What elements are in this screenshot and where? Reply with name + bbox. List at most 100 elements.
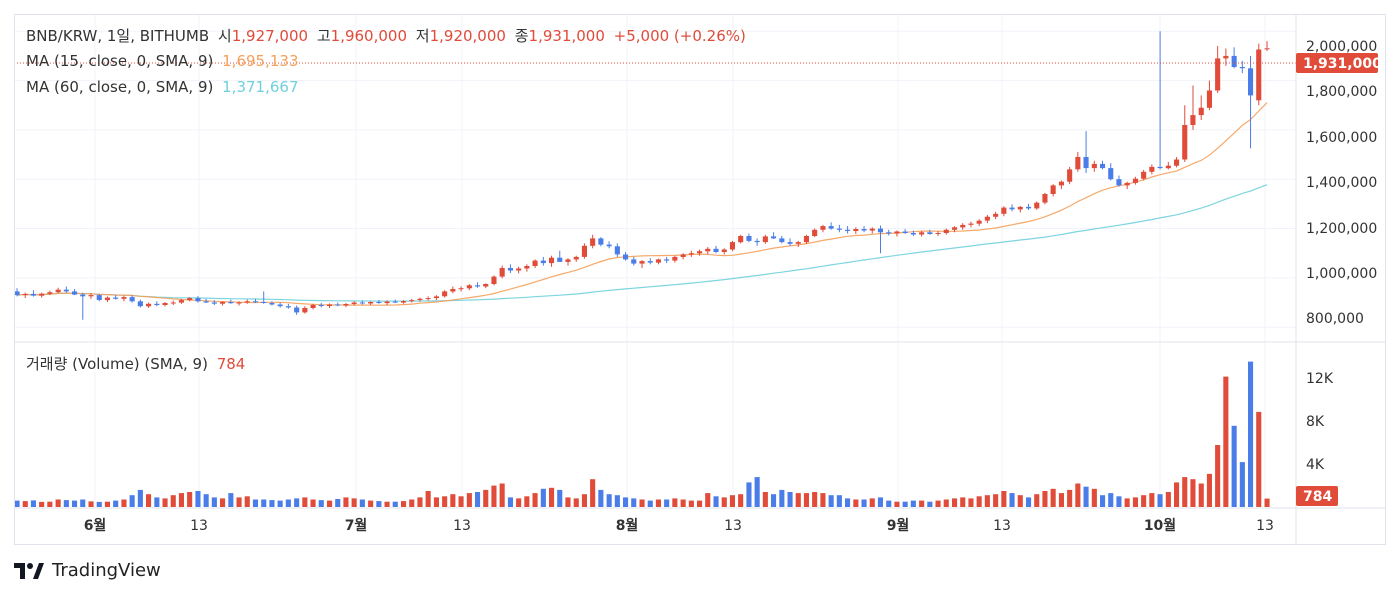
candle-body	[244, 301, 250, 303]
candle-body	[351, 302, 357, 304]
candle-body	[614, 246, 620, 255]
volume-bar	[483, 489, 489, 507]
candle-body	[1108, 168, 1114, 180]
candle-body	[113, 297, 119, 299]
candle-body	[392, 301, 398, 303]
volume-bar	[680, 499, 686, 507]
volume-tick: 8K	[1306, 414, 1325, 430]
volume-bar	[557, 489, 563, 507]
candle-body	[88, 295, 94, 297]
grid-layer	[14, 14, 1296, 508]
volume-bar	[63, 500, 69, 507]
volume-axis[interactable]: 12K 8K 4K 784	[1296, 371, 1338, 506]
candle-body	[203, 301, 209, 303]
volume-bar	[351, 498, 357, 507]
candle-body	[1075, 157, 1081, 170]
ma15-legend[interactable]: MA (15, close, 0, SMA, 9) 1,695,133	[26, 51, 302, 71]
volume-bar	[886, 500, 892, 507]
candle-body	[1050, 185, 1056, 194]
candle-body	[549, 257, 555, 264]
volume-bar	[581, 494, 587, 507]
candle-body	[1141, 171, 1147, 179]
volume-bar	[80, 499, 86, 507]
price-axis[interactable]: 2,000,000 1,800,000 1,600,000 1,400,000 …	[1296, 39, 1382, 327]
current-volume-tag-label: 784	[1303, 489, 1332, 505]
candle-body	[1124, 182, 1130, 186]
volume-bar	[178, 493, 184, 507]
price-tick: 1,200,000	[1306, 221, 1377, 237]
candle-body	[1009, 207, 1015, 210]
volume-bar	[623, 497, 629, 507]
volume-bar	[910, 500, 916, 507]
candle-body	[1231, 55, 1237, 67]
candle-body	[565, 259, 571, 262]
candle-body	[1067, 169, 1073, 182]
volume-bar	[47, 501, 53, 507]
volume-legend[interactable]: 거래량 (Volume) (SMA, 9) 784	[26, 354, 249, 374]
volume-bar	[269, 500, 275, 507]
candle-body	[1174, 159, 1180, 166]
volume-bar	[738, 494, 744, 507]
high-label: 고	[316, 27, 331, 45]
candle-body	[639, 261, 645, 264]
time-axis[interactable]: 6월 13 7월 13 8월 13 9월 13 10월 13	[84, 517, 1274, 534]
candle-body	[754, 240, 760, 243]
volume-bar	[1174, 482, 1180, 507]
time-label: 9월	[887, 517, 910, 534]
volume-bar	[1215, 445, 1221, 507]
ma15-line	[16, 102, 1268, 306]
volume-bar	[433, 497, 439, 507]
candle-body	[968, 223, 974, 225]
volume-bar	[960, 497, 966, 507]
candle-body	[993, 213, 999, 217]
chart-frame	[14, 14, 1386, 545]
candle-body	[910, 233, 916, 235]
volume-bar	[1017, 495, 1023, 507]
candle-body	[1001, 207, 1007, 214]
volume-bar	[401, 501, 407, 507]
time-label: 13	[453, 518, 471, 534]
candle-body	[803, 236, 809, 243]
candle-body	[557, 257, 563, 262]
volume-bar	[22, 501, 28, 507]
candle-body	[762, 236, 768, 243]
volume-bar	[88, 501, 94, 507]
candle-body	[598, 238, 604, 245]
candle-body	[877, 228, 883, 233]
volume-bar	[894, 501, 900, 507]
candle-body	[836, 228, 842, 230]
candle-body	[1182, 125, 1188, 160]
candle-body	[14, 291, 20, 296]
volume-bar	[409, 499, 415, 507]
volume-bar	[524, 496, 530, 507]
candle-body	[631, 259, 637, 264]
volume-bar	[425, 491, 431, 507]
candle-body	[1206, 90, 1212, 108]
candle-body	[680, 254, 686, 257]
candle-body	[187, 298, 193, 301]
tradingview-logo[interactable]: TradingView	[14, 560, 161, 581]
candle-body	[458, 288, 464, 290]
candle-body	[310, 305, 316, 308]
volume-bar	[211, 497, 217, 507]
candle-body	[146, 303, 152, 307]
time-label: 13	[1256, 518, 1274, 534]
volume-bar	[359, 499, 365, 507]
volume-bar	[252, 499, 258, 507]
candle-body	[1256, 49, 1262, 101]
volume-value: 784	[216, 355, 246, 373]
volume-bar	[927, 501, 933, 507]
candle-body	[516, 268, 522, 271]
low-label: 저	[415, 27, 430, 45]
candle-body	[170, 302, 176, 304]
candle-body	[228, 302, 234, 304]
volume-bar	[902, 501, 908, 507]
candle-body	[795, 242, 801, 244]
volume-bar	[935, 500, 941, 507]
symbol-label[interactable]: BNB/KRW, 1일, BITHUMB	[26, 27, 210, 45]
candle-body	[729, 242, 735, 250]
open-value: 1,927,000	[231, 27, 309, 45]
volume-bar	[442, 496, 448, 507]
ma60-legend[interactable]: MA (60, close, 0, SMA, 9) 1,371,667	[26, 77, 302, 97]
